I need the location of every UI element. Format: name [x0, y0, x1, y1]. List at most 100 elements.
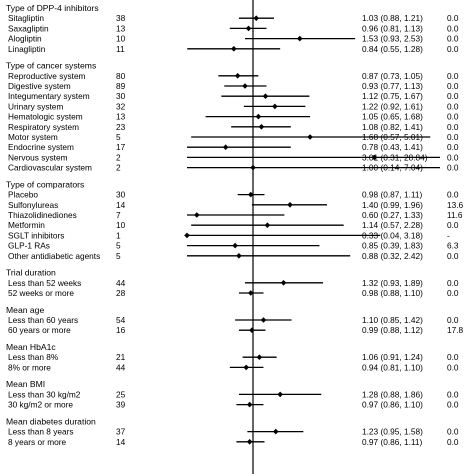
point-estimate	[272, 103, 278, 110]
group-title: Mean age	[6, 305, 44, 315]
row-label: Alogliptin	[8, 34, 42, 44]
row-label: Linagliptin	[8, 44, 46, 54]
point-estimate	[272, 428, 279, 435]
row-label: 30 kg/m2 or more	[8, 400, 73, 410]
point-estimate	[184, 232, 190, 239]
row-ci-text: 1.08 (0.82, 1.41)	[362, 122, 423, 132]
row-heterogeneity: 0.0	[447, 71, 459, 81]
point-estimate	[280, 280, 287, 286]
row-ci-text: 1.10 (0.85, 1.42)	[362, 315, 423, 325]
row-heterogeneity: 0.0	[447, 288, 459, 298]
row-heterogeneity: 0.0	[447, 44, 459, 54]
row-count: 32	[116, 101, 126, 111]
row-ci-text: 0.98 (0.87, 1.11)	[362, 190, 423, 200]
row-ci-text: 0.85 (0.39, 1.83)	[362, 241, 423, 251]
row-count: 1	[116, 230, 121, 240]
row-count: 2	[116, 163, 121, 173]
row-count: 5	[116, 132, 121, 142]
group-title: Mean HbA1c	[6, 342, 56, 352]
row-ci-text: 1.14 (0.57, 2.28)	[362, 220, 423, 230]
point-estimate	[222, 144, 229, 150]
row-label: Less than 8%	[8, 352, 59, 362]
row-count: 30	[116, 190, 126, 200]
row-heterogeneity: 0.0	[447, 23, 459, 33]
row-label: Sulfonylureas	[8, 200, 58, 210]
group-title: Type of comparators	[6, 179, 84, 189]
row-count: 13	[116, 112, 126, 122]
point-estimate	[287, 202, 293, 208]
point-estimate	[277, 391, 283, 398]
point-estimate	[243, 364, 249, 371]
row-count: 80	[116, 71, 126, 81]
row-ci-text: 0.88 (0.32, 2.42)	[362, 251, 423, 261]
row-label: Motor system	[8, 132, 58, 142]
row-heterogeneity: 0.0	[447, 220, 459, 230]
row-heterogeneity: 0.0	[447, 101, 459, 111]
row-label: Other antidiabetic agents	[8, 251, 100, 261]
row-ci-text: 1.03 (0.88, 1.21)	[362, 13, 423, 23]
row-heterogeneity: 0.0	[447, 362, 459, 372]
point-estimate	[236, 253, 242, 259]
row-count: 25	[116, 389, 126, 399]
point-estimate	[258, 124, 265, 130]
row-ci-text: 1.06 (0.91, 1.24)	[362, 352, 423, 362]
row-label: Hematologic system	[8, 112, 83, 122]
row-heterogeneity: 0.0	[447, 112, 459, 122]
row-ci-text: 0.96 (0.81, 1.13)	[362, 23, 423, 33]
point-estimate	[246, 401, 253, 408]
row-count: 17	[116, 142, 126, 152]
point-estimate	[234, 73, 241, 79]
point-estimate	[255, 113, 262, 120]
row-ci-text: 1.23 (0.95, 1.58)	[362, 427, 423, 437]
row-label: Less than 30 kg/m2	[8, 389, 81, 399]
point-estimate	[262, 93, 269, 99]
row-label: GLP-1 RAs	[8, 241, 50, 251]
point-estimate	[246, 439, 253, 445]
row-count: 14	[116, 437, 126, 447]
row-label: Endocrine system	[8, 142, 74, 152]
row-heterogeneity: 0.0	[447, 152, 459, 162]
row-label: Less than 60 years	[8, 315, 78, 325]
row-count: 10	[116, 220, 126, 230]
row-ci-text: 1.12 (0.75, 1.67)	[362, 91, 423, 101]
row-count: 16	[116, 325, 126, 335]
row-ci-text: 1.53 (0.93, 2.53)	[362, 34, 423, 44]
row-ci-text: 0.97 (0.86, 1.11)	[362, 437, 423, 447]
point-estimate	[250, 164, 256, 171]
row-count: 38	[116, 13, 126, 23]
row-label: Urinary system	[8, 101, 63, 111]
row-ci-text: 1.40 (0.99, 1.96)	[362, 200, 423, 210]
point-estimate	[256, 354, 263, 360]
row-label: Thiazolidinediones	[8, 210, 77, 220]
point-estimate	[194, 212, 200, 218]
row-ci-text: 0.99 (0.88, 1.12)	[362, 325, 423, 335]
row-heterogeneity: 0.0	[447, 13, 459, 23]
row-ci-text: 0.97 (0.86, 1.10)	[362, 400, 423, 410]
group-title: Type of DPP-4 inhibitors	[6, 3, 99, 13]
row-ci-text: 0.98 (0.88, 1.10)	[362, 288, 423, 298]
row-label: Nervous system	[8, 152, 68, 162]
row-label: Integumentary system	[8, 91, 90, 101]
row-count: 89	[116, 81, 126, 91]
row-heterogeneity: 0.0	[447, 315, 459, 325]
row-count: 10	[116, 34, 126, 44]
row-label: Placebo	[8, 190, 38, 200]
row-count: 13	[116, 23, 126, 33]
row-count: 7	[116, 210, 121, 220]
point-estimate	[232, 242, 238, 249]
row-ci-text: 0.60 (0.27, 1.33)	[362, 210, 423, 220]
row-heterogeneity: 0.0	[447, 91, 459, 101]
point-estimate	[242, 83, 248, 89]
row-label: Respiratory system	[8, 122, 79, 132]
row-heterogeneity: 0.0	[447, 437, 459, 447]
row-ci-text: 0.87 (0.73, 1.05)	[362, 71, 423, 81]
point-estimate	[249, 327, 255, 333]
row-ci-text: 1.05 (0.65, 1.68)	[362, 112, 423, 122]
row-ci-text: 0.33 (0.04, 3.18)	[362, 230, 423, 240]
row-heterogeneity: 0.0	[447, 251, 459, 261]
row-heterogeneity: 0.0	[447, 122, 459, 132]
row-label: Less than 52 weeks	[8, 278, 81, 288]
row-heterogeneity: 13.6	[447, 200, 464, 210]
row-count: 28	[116, 288, 126, 298]
